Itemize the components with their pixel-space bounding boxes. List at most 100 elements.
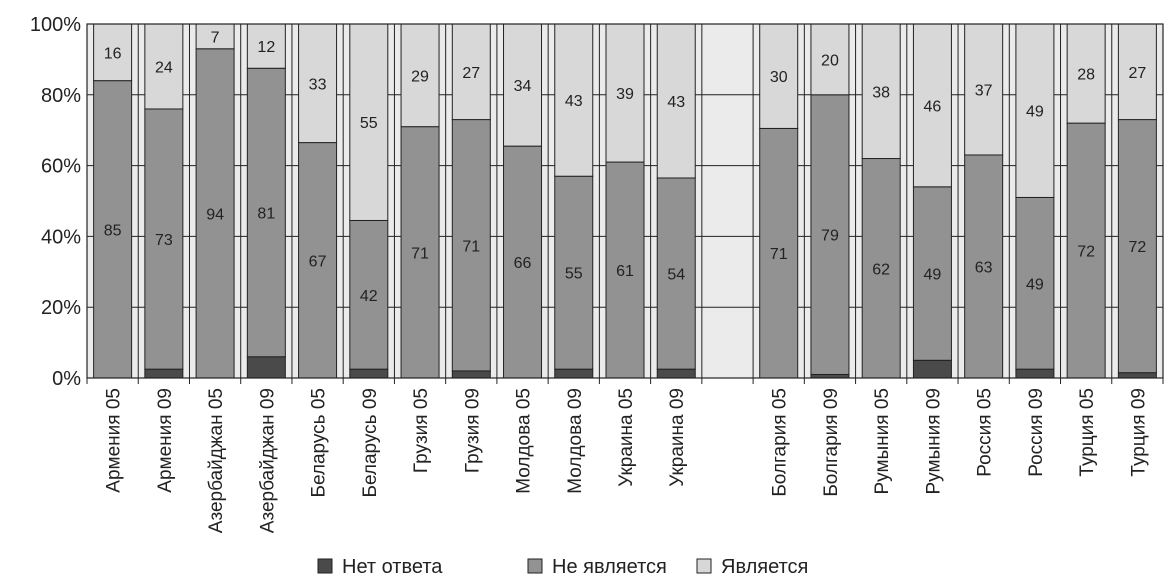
data-label: 12 — [257, 39, 275, 56]
bar-segment — [810, 94, 850, 375]
bar-segment — [400, 126, 440, 379]
data-label: 55 — [360, 115, 378, 132]
x-tick-label: Болгария 05 — [770, 388, 791, 497]
bar-segment — [759, 23, 799, 129]
data-label: 42 — [360, 288, 378, 305]
legend-swatch — [696, 558, 712, 574]
data-label: 27 — [462, 65, 480, 82]
data-label: 34 — [514, 78, 532, 95]
bar-segment — [144, 108, 184, 370]
data-label: 71 — [770, 246, 788, 263]
data-label: 71 — [462, 238, 480, 255]
bar-segment — [912, 186, 952, 361]
bar-segment — [605, 161, 645, 379]
bar-segment — [1015, 196, 1055, 370]
y-tick-label: 80% — [41, 85, 81, 107]
data-label: 16 — [104, 45, 122, 62]
bar-segment — [246, 356, 286, 379]
data-label: 43 — [667, 94, 685, 111]
bar-segment — [964, 154, 1004, 379]
data-label: 20 — [821, 52, 839, 69]
data-label: 37 — [975, 82, 993, 99]
data-label: 72 — [1128, 239, 1146, 256]
bar-segment — [503, 145, 543, 379]
bar-segment — [554, 368, 594, 379]
x-tick-label: Россия 09 — [1026, 388, 1047, 477]
legend-label: Не является — [552, 556, 667, 578]
bar-segment — [144, 23, 184, 110]
bar-segment — [1066, 23, 1106, 124]
x-tick-label: Беларусь 05 — [309, 388, 330, 498]
data-label: 61 — [616, 263, 634, 280]
data-label: 71 — [411, 245, 429, 262]
data-label: 49 — [1026, 104, 1044, 121]
x-tick-label: Беларусь 09 — [360, 388, 381, 498]
data-label: 49 — [1026, 276, 1044, 293]
data-label: 73 — [155, 232, 173, 249]
bar-segment — [298, 23, 338, 144]
bar-segment — [656, 368, 696, 379]
data-label: 54 — [667, 267, 685, 284]
data-label: 79 — [821, 228, 839, 245]
y-tick-label: 0% — [52, 368, 81, 390]
bar-segment — [759, 127, 799, 379]
bar-segment — [93, 23, 133, 82]
bar-segment — [554, 23, 594, 177]
bar-segment — [451, 23, 491, 121]
legend-swatch — [317, 558, 333, 574]
data-label: 62 — [872, 261, 890, 278]
data-label: 39 — [616, 86, 634, 103]
bar-segment — [1117, 119, 1157, 374]
bar-segment — [861, 23, 901, 160]
bar-segment — [1015, 368, 1055, 379]
y-tick-label: 20% — [41, 297, 81, 319]
x-tick-label: Азербайджан 05 — [206, 388, 227, 533]
bar-segment — [656, 177, 696, 370]
data-label: 94 — [206, 206, 224, 223]
data-label: 85 — [104, 222, 122, 239]
data-label: 67 — [309, 253, 327, 270]
bar-segment — [93, 80, 133, 379]
bar-segment — [912, 23, 952, 188]
data-label: 55 — [565, 266, 583, 283]
data-label: 27 — [1128, 65, 1146, 82]
legend-label: Является — [721, 556, 808, 578]
bar-segment — [144, 368, 184, 379]
bar-segment — [605, 23, 645, 163]
data-label: 81 — [257, 206, 275, 223]
bar-segment — [1117, 23, 1157, 121]
legend-label: Нет ответа — [342, 556, 443, 578]
bar-segment — [349, 368, 389, 379]
bar-segment — [195, 23, 235, 50]
bar-segment — [246, 23, 286, 69]
data-label: 63 — [975, 259, 993, 276]
x-tick-label: Болгария 09 — [821, 388, 842, 497]
x-tick-label: Азербайджан 09 — [257, 388, 278, 533]
bar-segment — [451, 370, 491, 379]
x-tick-label: Молдова 05 — [514, 388, 535, 494]
data-label: 38 — [872, 84, 890, 101]
x-tick-label: Молдова 09 — [565, 388, 586, 494]
data-label: 66 — [514, 255, 532, 272]
bar-segment — [349, 23, 389, 221]
plot-border — [86, 23, 1164, 379]
x-tick-label: Турция 05 — [1077, 388, 1098, 477]
data-label: 28 — [1077, 67, 1095, 84]
bar-segment — [912, 359, 952, 379]
y-tick-label: 100% — [30, 14, 81, 36]
data-label: 46 — [924, 98, 942, 115]
x-tick-label: Россия 05 — [975, 388, 996, 477]
data-label: 24 — [155, 59, 173, 76]
data-label: 33 — [309, 76, 327, 93]
bar-segment — [554, 175, 594, 370]
x-tick-label: Украина 09 — [667, 388, 688, 487]
data-label: 7 — [211, 29, 220, 46]
x-tick-label: Румыния 09 — [923, 388, 944, 495]
x-tick-label: Украина 05 — [616, 388, 637, 487]
y-tick-label: 40% — [41, 226, 81, 248]
bar-segment — [451, 119, 491, 372]
x-tick-label: Грузия 05 — [411, 388, 432, 473]
data-label: 72 — [1077, 244, 1095, 261]
